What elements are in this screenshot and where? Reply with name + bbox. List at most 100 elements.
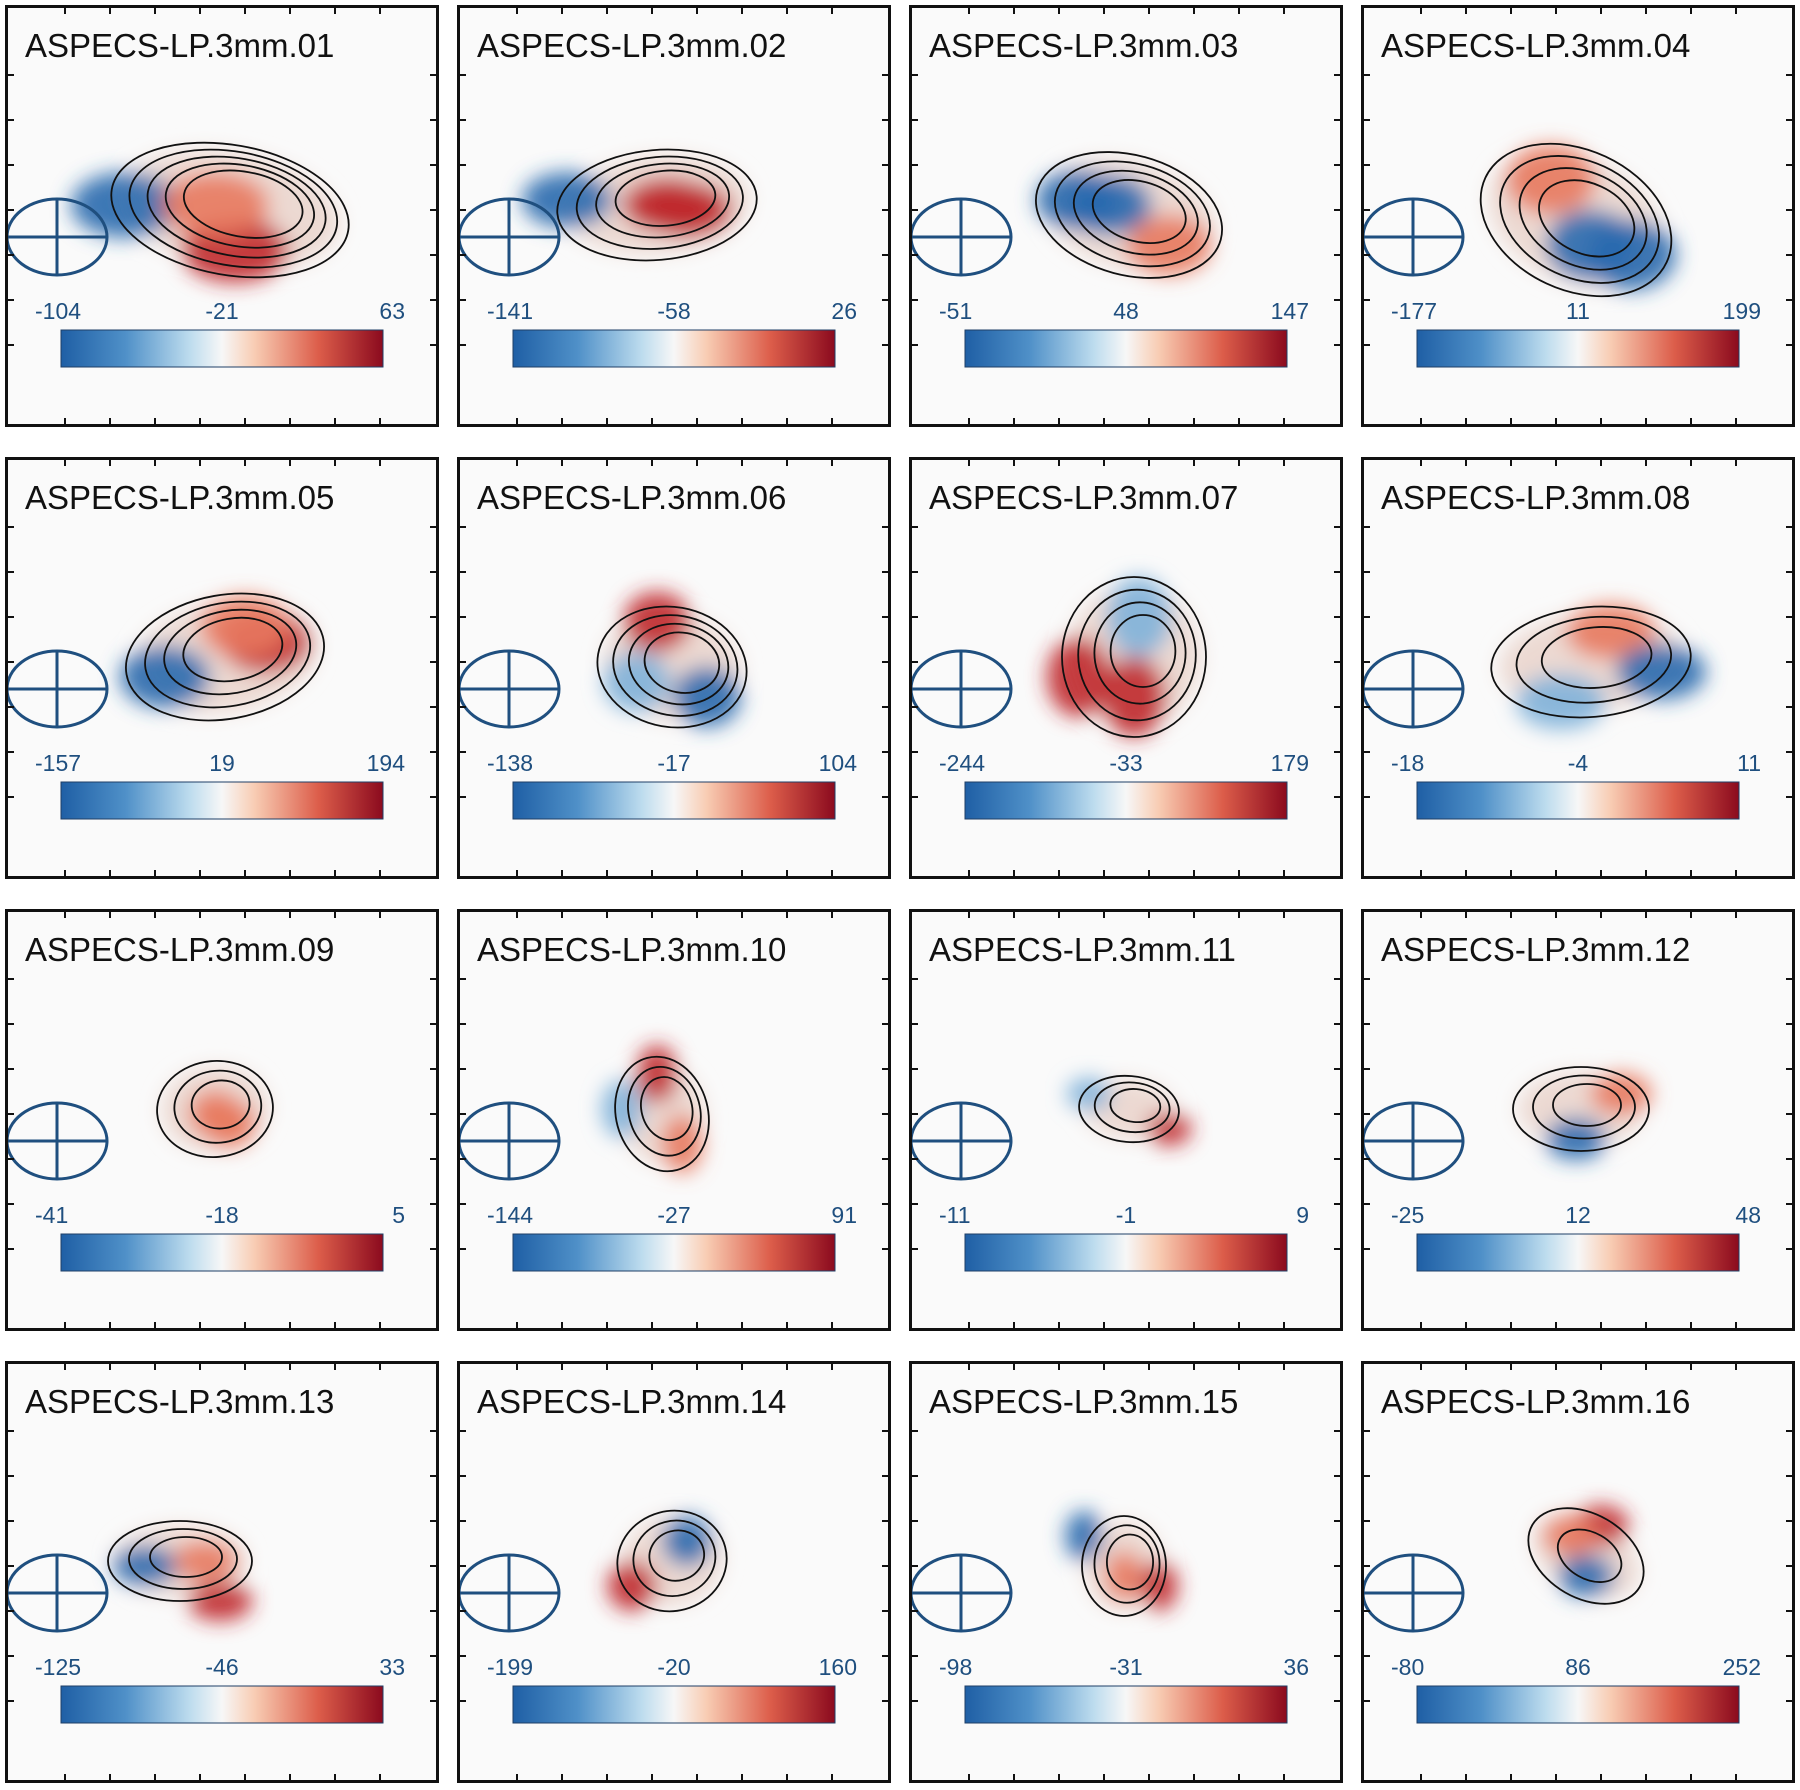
contour-level-1	[556, 148, 758, 262]
contour-level-2	[575, 155, 744, 250]
flux-contours	[1490, 605, 1692, 719]
panel-title: ASPECS-LP.3mm.16	[1381, 1383, 1690, 1420]
contour-level-1	[1479, 142, 1673, 298]
panel-frame	[5, 909, 439, 1331]
flux-contours	[110, 141, 350, 279]
beam-ellipse	[909, 1553, 1013, 1633]
beam-ellipse	[457, 197, 561, 277]
contour-level-3	[648, 1529, 705, 1582]
colorbar	[964, 1685, 1288, 1724]
axis-ticks	[457, 5, 891, 427]
colorbar-mid-label: -31	[1109, 1654, 1142, 1680]
colorbar	[60, 1685, 384, 1724]
panel-frame	[909, 909, 1343, 1331]
flux-contours	[614, 1055, 710, 1173]
beam-ellipse	[5, 649, 109, 729]
colorbar	[512, 1685, 836, 1724]
contour-level-1	[614, 1055, 710, 1173]
contour-level-3	[640, 1076, 694, 1141]
contour-level-3	[190, 1079, 251, 1130]
colorbar-mid-label: -58	[657, 298, 690, 324]
panel-14: -199 -20 160 ASPECS-LP.3mm.14	[457, 1361, 891, 1783]
contour-level-1	[1512, 1066, 1650, 1152]
beam-ellipse	[457, 1101, 561, 1181]
panel-3: -51 48 147 ASPECS-LP.3mm.03	[909, 5, 1343, 427]
panel-frame	[457, 1361, 891, 1783]
colorbar-max-label: 104	[819, 750, 858, 776]
contour-level-3	[163, 608, 298, 696]
contour-level-2	[627, 1066, 702, 1157]
contour-level-2	[1077, 588, 1197, 722]
axis-ticks	[1361, 5, 1795, 427]
colorbar-min-label: -144	[487, 1202, 533, 1228]
contour-level-2	[1499, 155, 1660, 284]
axis-ticks	[1361, 457, 1795, 879]
colorbar	[512, 329, 836, 368]
contour-level-2	[1093, 1081, 1171, 1134]
contour-level-1	[616, 1509, 728, 1613]
contour-level-3	[149, 1536, 223, 1578]
colorbar-mid-label: 11	[1566, 298, 1590, 324]
axis-ticks	[909, 909, 1343, 1331]
colorbar-max-label: 26	[831, 298, 857, 324]
axis-ticks	[1361, 909, 1795, 1331]
flux-contours	[1527, 1507, 1645, 1605]
colorbar-max-label: 9	[1296, 1202, 1309, 1228]
flux-contours	[1061, 576, 1207, 738]
colorbar-max-label: 252	[1723, 1654, 1761, 1680]
panel-15: -98 -31 36 ASPECS-LP.3mm.15	[909, 1361, 1343, 1783]
contour-level-3	[146, 155, 327, 259]
panel-title: ASPECS-LP.3mm.05	[25, 479, 334, 516]
colorbar-max-label: 5	[392, 1202, 405, 1228]
colorbar-max-label: 147	[1271, 298, 1309, 324]
panel-title: ASPECS-LP.3mm.04	[1381, 27, 1690, 64]
colorbar-max-label: 36	[1283, 1654, 1309, 1680]
contour-level-3	[1093, 601, 1187, 705]
axis-ticks	[457, 909, 891, 1331]
contour-level-4	[1109, 614, 1177, 688]
colorbar-max-label: 91	[831, 1202, 857, 1228]
colorbar-min-label: -141	[487, 298, 533, 324]
colorbar-mid-label: -27	[657, 1202, 690, 1228]
colorbar-mid-label: -20	[657, 1654, 690, 1680]
panel-frame	[457, 457, 891, 879]
contour-level-5	[182, 169, 304, 239]
panel-4: -177 11 199 ASPECS-LP.3mm.04	[1361, 5, 1795, 427]
colorbar-min-label: -138	[487, 750, 533, 776]
panel-title: ASPECS-LP.3mm.13	[25, 1383, 334, 1420]
contour-level-1	[1078, 1074, 1180, 1144]
colorbar-min-label: -51	[939, 298, 972, 324]
panel-frame	[5, 5, 439, 427]
colorbar	[964, 329, 1288, 368]
beam-ellipse	[1361, 1553, 1465, 1633]
panel-13: -125 -46 33 ASPECS-LP.3mm.13	[5, 1361, 439, 1783]
flux-contours	[156, 1060, 274, 1158]
beam-ellipse	[5, 1101, 109, 1181]
contour-level-4	[614, 169, 717, 227]
contour-level-2	[128, 1528, 238, 1590]
colorbar-min-label: -177	[1391, 298, 1437, 324]
contour-level-2	[128, 148, 339, 269]
colorbar	[1416, 1685, 1740, 1724]
flux-contours	[1081, 1515, 1167, 1617]
panel-frame	[1361, 909, 1795, 1331]
axis-ticks	[5, 909, 439, 1331]
beam-ellipse	[457, 1553, 561, 1633]
colorbar-mid-label: 12	[1565, 1202, 1591, 1228]
beam-ellipse	[909, 197, 1013, 277]
contour-level-1	[1061, 576, 1207, 738]
contour-level-1	[1035, 151, 1223, 279]
contour-level-1	[125, 592, 325, 722]
contour-level-2	[1532, 1074, 1636, 1140]
colorbar	[964, 1233, 1288, 1272]
contour-level-2	[612, 614, 739, 717]
colorbar	[512, 1233, 836, 1272]
colorbar-max-label: 33	[379, 1654, 405, 1680]
flux-contours	[107, 1520, 253, 1602]
panel-title: ASPECS-LP.3mm.08	[1381, 479, 1690, 516]
velocity-field	[601, 1045, 705, 1173]
panel-frame	[909, 1361, 1343, 1783]
axis-ticks	[457, 1361, 891, 1783]
beam-ellipse	[5, 1553, 109, 1633]
